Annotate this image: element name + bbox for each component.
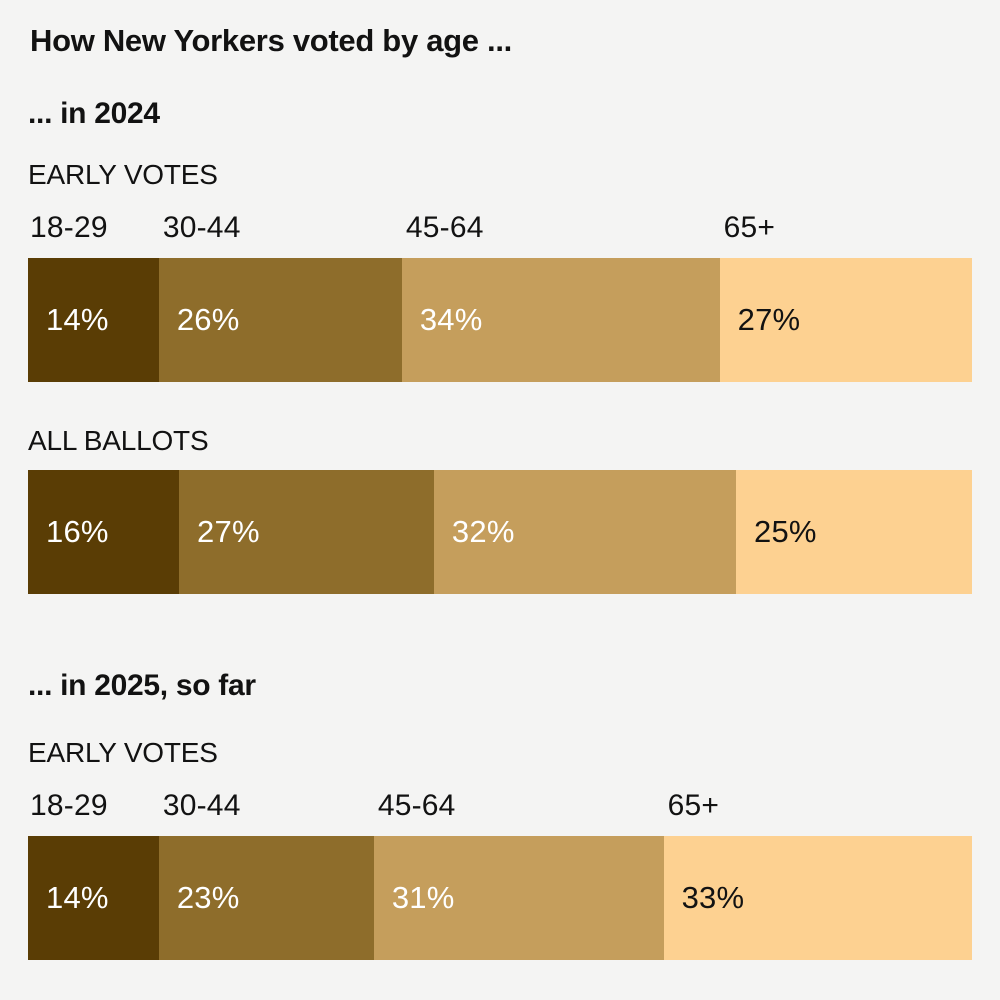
bar-segment-number: 14	[46, 302, 81, 337]
age-category-label: 45-64	[405, 211, 484, 244]
age-category-label: 30-44	[162, 789, 241, 822]
stacked-bar: 14% 26% 34% 27%	[28, 258, 972, 382]
chart-sections: ... in 2024 EARLY VOTES 18-29 30-44 45-64 65+…	[28, 96, 972, 960]
bar-segment-value: 14%	[28, 880, 109, 916]
age-category-label: 45-64	[377, 789, 456, 822]
bar-segment-30-44: 23%	[158, 836, 374, 960]
bar-segment-65+: 27%	[719, 258, 972, 382]
section-heading: ... in 2024	[28, 97, 160, 130]
bar-segment-unit: %	[426, 880, 455, 915]
bar-label: EARLY VOTES	[28, 159, 218, 190]
bar-segment-number: 31	[391, 880, 427, 915]
age-category-row: 18-29 30-44 45-64 65+	[28, 202, 972, 246]
bar-segment-unit: %	[772, 302, 801, 337]
bar-segment-18-29: 14%	[28, 836, 159, 960]
bar-segment-value: 34%	[402, 302, 483, 338]
bar-segment-number: 27	[737, 302, 773, 337]
bar-segment-18-29: 14%	[28, 258, 159, 382]
section-heading: ... in 2025, so far	[28, 669, 256, 702]
bar-segment-value: 27%	[720, 302, 801, 338]
bar-segment-unit: %	[231, 514, 260, 549]
bar-label: ALL BALLOTS	[28, 425, 209, 456]
chart-section: ... in 2024 EARLY VOTES 18-29 30-44 45-64 65+…	[28, 96, 972, 594]
bar-segment-value: 23%	[159, 880, 240, 916]
bar-segment-45-64: 34%	[401, 258, 720, 382]
bar-segment-number: 14	[46, 880, 81, 915]
bar-segment-unit: %	[716, 880, 745, 915]
bar-segment-30-44: 26%	[158, 258, 402, 382]
bar-segment-unit: %	[211, 880, 240, 915]
bar-segment-number: 16	[46, 514, 81, 549]
bar-segment-value: 25%	[736, 514, 817, 550]
stacked-bar: 14% 23% 31% 33%	[28, 836, 972, 960]
bar-segment-value: 33%	[664, 880, 745, 916]
chart-section: ... in 2025, so far EARLY VOTES 18-29 30-44…	[28, 668, 972, 960]
bar-segment-value: 16%	[28, 514, 109, 550]
bar-segment-value: 31%	[374, 880, 455, 916]
bar-segment-value: 14%	[28, 302, 109, 338]
age-category-label: 18-29	[30, 211, 108, 244]
age-category-label: 65+	[667, 789, 720, 822]
bar-segment-number: 32	[451, 514, 487, 549]
bar-segment-value: 27%	[179, 514, 260, 550]
bar-segment-unit: %	[788, 514, 817, 549]
age-category-row: 18-29 30-44 45-64 65+	[28, 780, 972, 824]
chart-title: How New Yorkers voted by age ...	[30, 23, 512, 58]
bar-segment-unit: %	[80, 880, 109, 915]
bar-segment-value: 26%	[159, 302, 240, 338]
bar-segment-number: 25	[754, 514, 789, 549]
bar-segment-value: 32%	[434, 514, 515, 550]
bar-segment-unit: %	[80, 514, 109, 549]
age-category-label: 30-44	[162, 211, 241, 244]
bar-segment-unit: %	[211, 302, 240, 337]
bar-segment-unit: %	[80, 302, 109, 337]
bar-segment-unit: %	[486, 514, 515, 549]
bar-segment-18-29: 16%	[28, 470, 180, 594]
bar-segment-number: 23	[176, 880, 212, 915]
bar-segment-45-64: 31%	[373, 836, 664, 960]
bar-segment-30-44: 27%	[179, 470, 434, 594]
age-category-label: 65+	[723, 211, 776, 244]
bar-segment-number: 26	[176, 302, 212, 337]
age-category-label: 18-29	[30, 789, 108, 822]
bar-segment-65+: 33%	[663, 836, 972, 960]
bar-label: EARLY VOTES	[28, 737, 218, 768]
bar-segment-unit: %	[454, 302, 483, 337]
bar-segment-number: 34	[419, 302, 455, 337]
stacked-bar: 16% 27% 32% 25%	[28, 470, 972, 594]
bar-segment-number: 33	[681, 880, 717, 915]
bar-segment-45-64: 32%	[433, 470, 736, 594]
bar-segment-number: 27	[197, 514, 232, 549]
bar-segment-65+: 25%	[736, 470, 972, 594]
